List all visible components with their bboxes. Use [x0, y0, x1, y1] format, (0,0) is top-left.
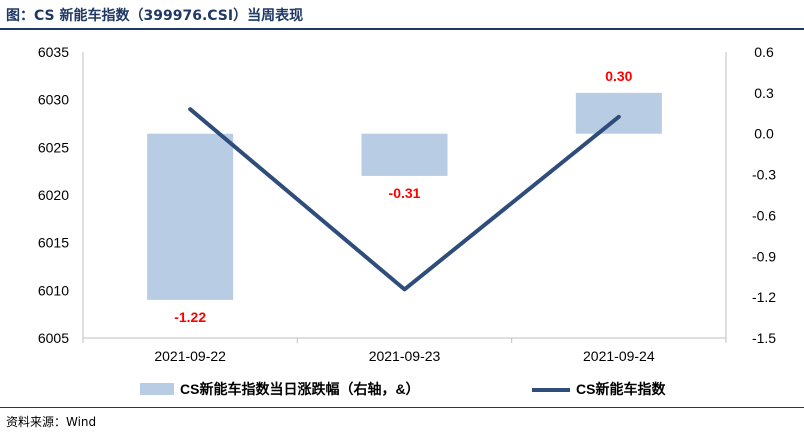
- index-line: [188, 107, 621, 292]
- legend-bar-label: CS新能车指数当日涨跌幅（右轴，&）: [180, 381, 420, 397]
- bar-data-label: -0.31: [389, 185, 421, 201]
- right-tick-label: 0.0: [754, 126, 774, 142]
- chart-title: 图：CS 新能车指数（399976.CSI）当周表现: [6, 8, 304, 24]
- source-rule: [0, 407, 804, 408]
- x-tick-label: 2021-09-24: [583, 348, 655, 364]
- bar: [361, 133, 448, 176]
- bar: [147, 133, 234, 300]
- bar-data-label: 0.30: [605, 68, 632, 84]
- legend-line-label: CS新能车指数: [576, 381, 666, 397]
- left-tick-label: 6035: [38, 44, 69, 60]
- left-tick-label: 6010: [38, 282, 69, 298]
- left-tick-label: 6020: [38, 187, 69, 203]
- left-tick-label: 6030: [38, 92, 69, 108]
- source-note: 资料来源：Wind: [6, 415, 97, 429]
- left-tick-label: 6025: [38, 139, 69, 155]
- right-tick-label: -0.9: [752, 248, 776, 264]
- bar-data-label: -1.22: [174, 309, 206, 325]
- bar-series: [147, 92, 662, 300]
- right-tick-label: -0.6: [752, 207, 776, 223]
- axes: 6035 6030 6025 6020 6015 6010 6005 0.6 0.3 0.0 -0.…: [38, 44, 776, 364]
- bar-data-labels: -1.22 -0.31 0.30: [174, 68, 632, 325]
- x-tick-label: 2021-09-23: [369, 348, 441, 364]
- right-tick-label: -1.5: [752, 330, 776, 346]
- right-tick-label: -0.3: [752, 167, 776, 183]
- x-tick-label: 2021-09-22: [154, 348, 226, 364]
- line-series: [188, 107, 621, 292]
- right-tick-label: -1.2: [752, 289, 776, 305]
- legend-bar-swatch: [140, 383, 174, 395]
- right-tick-label: 0.6: [754, 44, 774, 60]
- title-rule: [0, 28, 804, 30]
- bar: [575, 92, 662, 134]
- left-tick-label: 6005: [38, 330, 69, 346]
- left-tick-label: 6015: [38, 235, 69, 251]
- legend: CS新能车指数当日涨跌幅（右轴，&） CS新能车指数: [140, 381, 666, 397]
- right-tick-label: 0.3: [754, 85, 774, 101]
